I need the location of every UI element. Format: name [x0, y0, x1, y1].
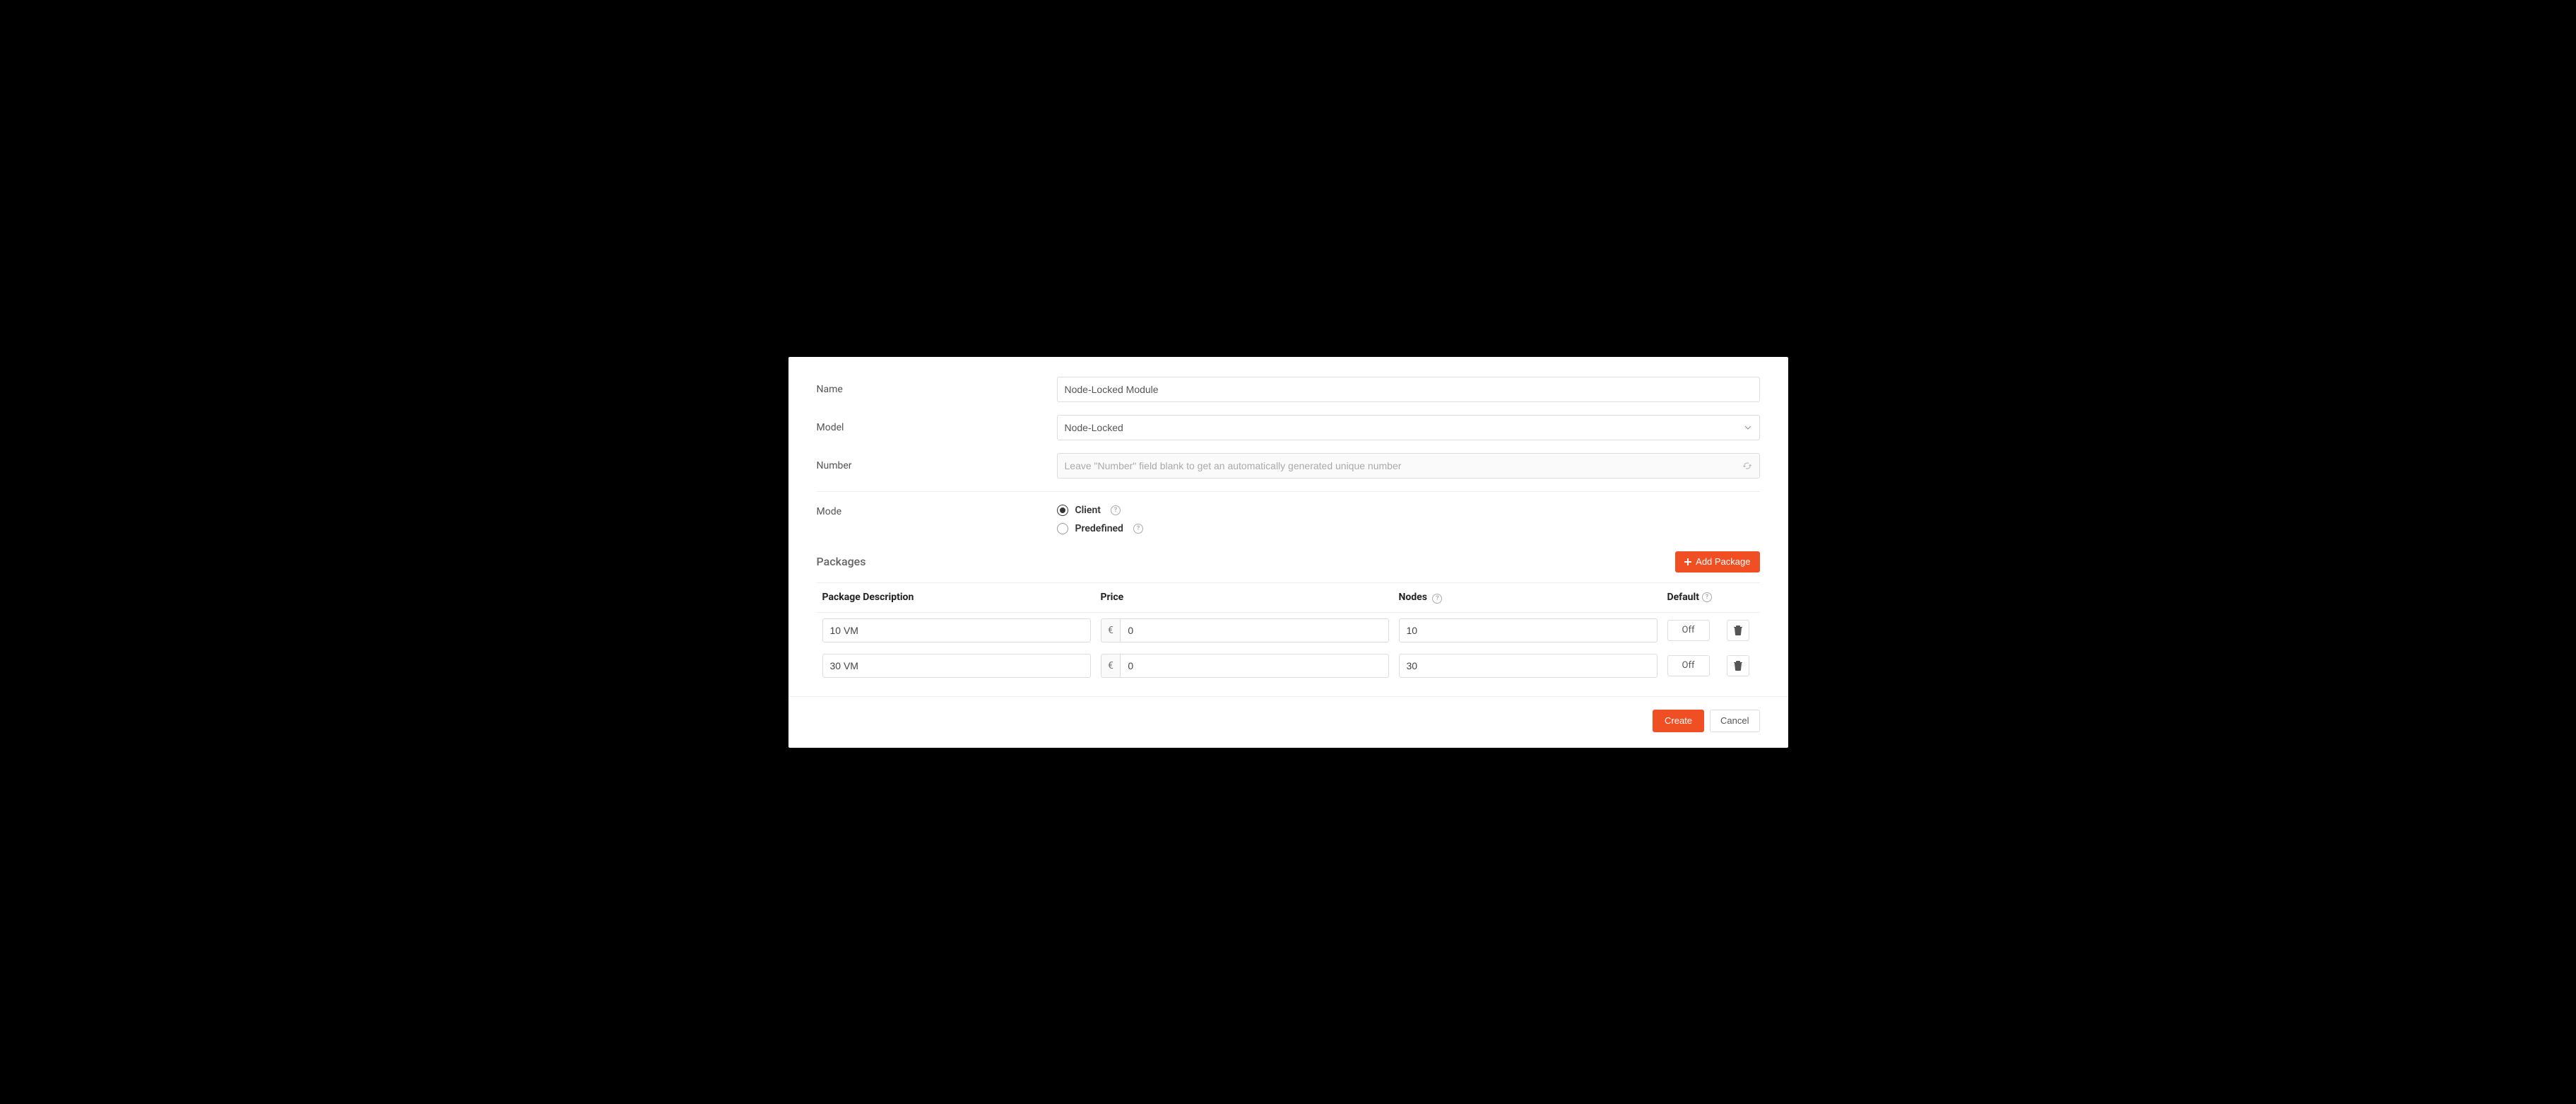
number-input[interactable]	[1057, 453, 1735, 478]
package-price-input[interactable]	[1120, 654, 1388, 678]
delete-row-button[interactable]	[1727, 620, 1749, 641]
model-select[interactable]	[1057, 415, 1760, 440]
divider	[817, 491, 1760, 492]
form-panel: Name Model Number	[788, 357, 1788, 748]
plus-icon	[1684, 558, 1691, 565]
col-description: Package Description	[822, 592, 1091, 603]
radio-predefined[interactable]: Predefined ?	[1057, 523, 1760, 534]
radio-icon	[1057, 523, 1068, 534]
default-toggle[interactable]: Off	[1667, 655, 1710, 676]
footer: Create Cancel	[788, 696, 1788, 748]
cancel-button[interactable]: Cancel	[1710, 710, 1759, 732]
col-price: Price	[1091, 592, 1389, 603]
radio-client[interactable]: Client ?	[1057, 505, 1760, 516]
form-area: Name Model Number	[788, 377, 1788, 683]
delete-row-button[interactable]	[1727, 655, 1749, 676]
row-mode: Mode Client ? Predefined ?	[817, 505, 1760, 534]
trash-icon	[1734, 661, 1742, 671]
create-label: Create	[1665, 715, 1692, 726]
mode-radio-group: Client ? Predefined ?	[1057, 505, 1760, 534]
label-mode: Mode	[817, 505, 1057, 517]
package-nodes-input[interactable]	[1399, 618, 1658, 642]
label-model: Model	[817, 422, 1057, 433]
default-toggle[interactable]: Off	[1667, 620, 1710, 641]
row-model: Model	[817, 415, 1760, 440]
trash-icon	[1734, 626, 1742, 635]
package-price-input[interactable]	[1120, 618, 1388, 642]
table-body: € Off €	[817, 613, 1760, 683]
col-default: Default ?	[1658, 592, 1721, 603]
table-row: € Off	[817, 648, 1760, 683]
col-default-label: Default	[1667, 592, 1699, 603]
name-input[interactable]	[1057, 377, 1760, 402]
add-package-button[interactable]: Add Package	[1675, 551, 1759, 572]
add-package-label: Add Package	[1696, 556, 1750, 567]
package-nodes-input[interactable]	[1399, 654, 1658, 678]
col-nodes-label: Nodes	[1399, 592, 1427, 603]
packages-title: Packages	[817, 555, 866, 568]
label-number: Number	[817, 460, 1057, 471]
package-description-input[interactable]	[822, 618, 1091, 642]
help-icon[interactable]: ?	[1432, 594, 1442, 604]
generate-icon[interactable]	[1735, 453, 1760, 478]
package-description-input[interactable]	[822, 654, 1091, 678]
radio-label: Predefined	[1075, 523, 1123, 534]
help-icon[interactable]: ?	[1133, 524, 1143, 534]
row-name: Name	[817, 377, 1760, 402]
label-name: Name	[817, 384, 1057, 395]
radio-label: Client	[1075, 505, 1101, 516]
cancel-label: Cancel	[1720, 715, 1749, 726]
table-header: Package Description Price Nodes ? Defaul…	[817, 582, 1760, 613]
help-icon[interactable]: ?	[1111, 505, 1121, 515]
create-button[interactable]: Create	[1653, 710, 1704, 732]
row-number: Number	[817, 453, 1760, 478]
currency-symbol: €	[1101, 654, 1121, 678]
currency-symbol: €	[1101, 618, 1121, 642]
help-icon[interactable]: ?	[1702, 592, 1712, 602]
packages-table: Package Description Price Nodes ? Defaul…	[817, 582, 1760, 683]
table-row: € Off	[817, 613, 1760, 648]
packages-header: Packages Add Package	[817, 551, 1760, 572]
col-nodes: Nodes ?	[1389, 592, 1658, 604]
radio-icon	[1057, 505, 1068, 516]
